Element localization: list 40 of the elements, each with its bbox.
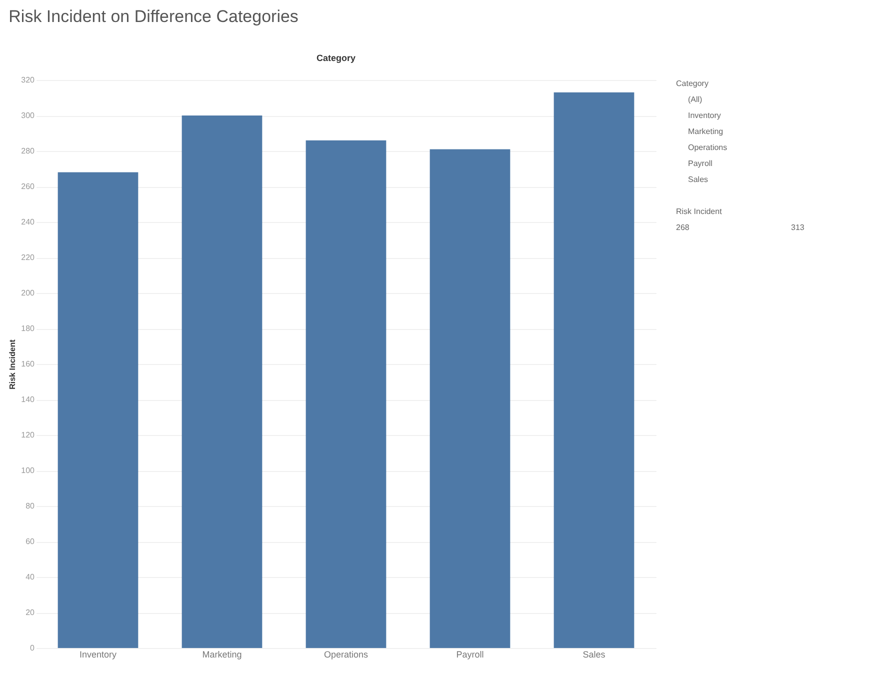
y-tick-label: 200 <box>21 288 36 298</box>
y-tick-label: 140 <box>21 395 36 404</box>
y-tick-label: 280 <box>21 146 36 156</box>
y-tick-label: 40 <box>26 572 36 582</box>
bar <box>182 116 262 648</box>
x-tick-label: Inventory <box>79 650 118 660</box>
y-axis-title: Risk Incident <box>8 339 18 390</box>
x-tick-label: Operations <box>324 650 369 660</box>
text: Sales <box>688 175 708 184</box>
text: Payroll <box>688 159 713 168</box>
y-tick-label: 20 <box>26 608 36 617</box>
y-tick-label: 120 <box>21 430 36 440</box>
y-tick-label: 260 <box>21 182 36 191</box>
text: Inventory <box>688 111 721 120</box>
y-tick-label: 80 <box>26 502 36 510</box>
x-tick-label: Marketing <box>202 650 242 660</box>
bar <box>430 149 510 648</box>
text: Operations <box>688 143 728 152</box>
y-tick-label: 160 <box>21 360 36 368</box>
x-tick-label: Sales <box>582 650 606 660</box>
y-tick-label: 0 <box>30 644 36 652</box>
y-tick-label: 100 <box>21 466 36 475</box>
text: (All) <box>688 95 703 104</box>
bar <box>554 92 634 648</box>
y-tick-label: 60 <box>26 537 36 546</box>
y-tick-label: 320 <box>21 76 36 84</box>
text: 268 <box>676 223 690 232</box>
text: Category <box>676 79 708 88</box>
y-tick-label: 180 <box>21 324 36 333</box>
x-axis-title: Category <box>316 53 356 63</box>
text: 313 <box>791 223 805 232</box>
y-tick-label: 220 <box>21 253 36 262</box>
bar <box>306 140 386 648</box>
text: Marketing <box>688 127 724 136</box>
y-tick-label: 240 <box>21 218 36 226</box>
y-tick-label: 300 <box>21 111 36 120</box>
text: Risk Incident <box>676 207 723 216</box>
chart-title: Risk Incident on Difference Categories <box>8 7 298 26</box>
x-tick-label: Payroll <box>456 650 484 660</box>
bar <box>58 172 138 648</box>
